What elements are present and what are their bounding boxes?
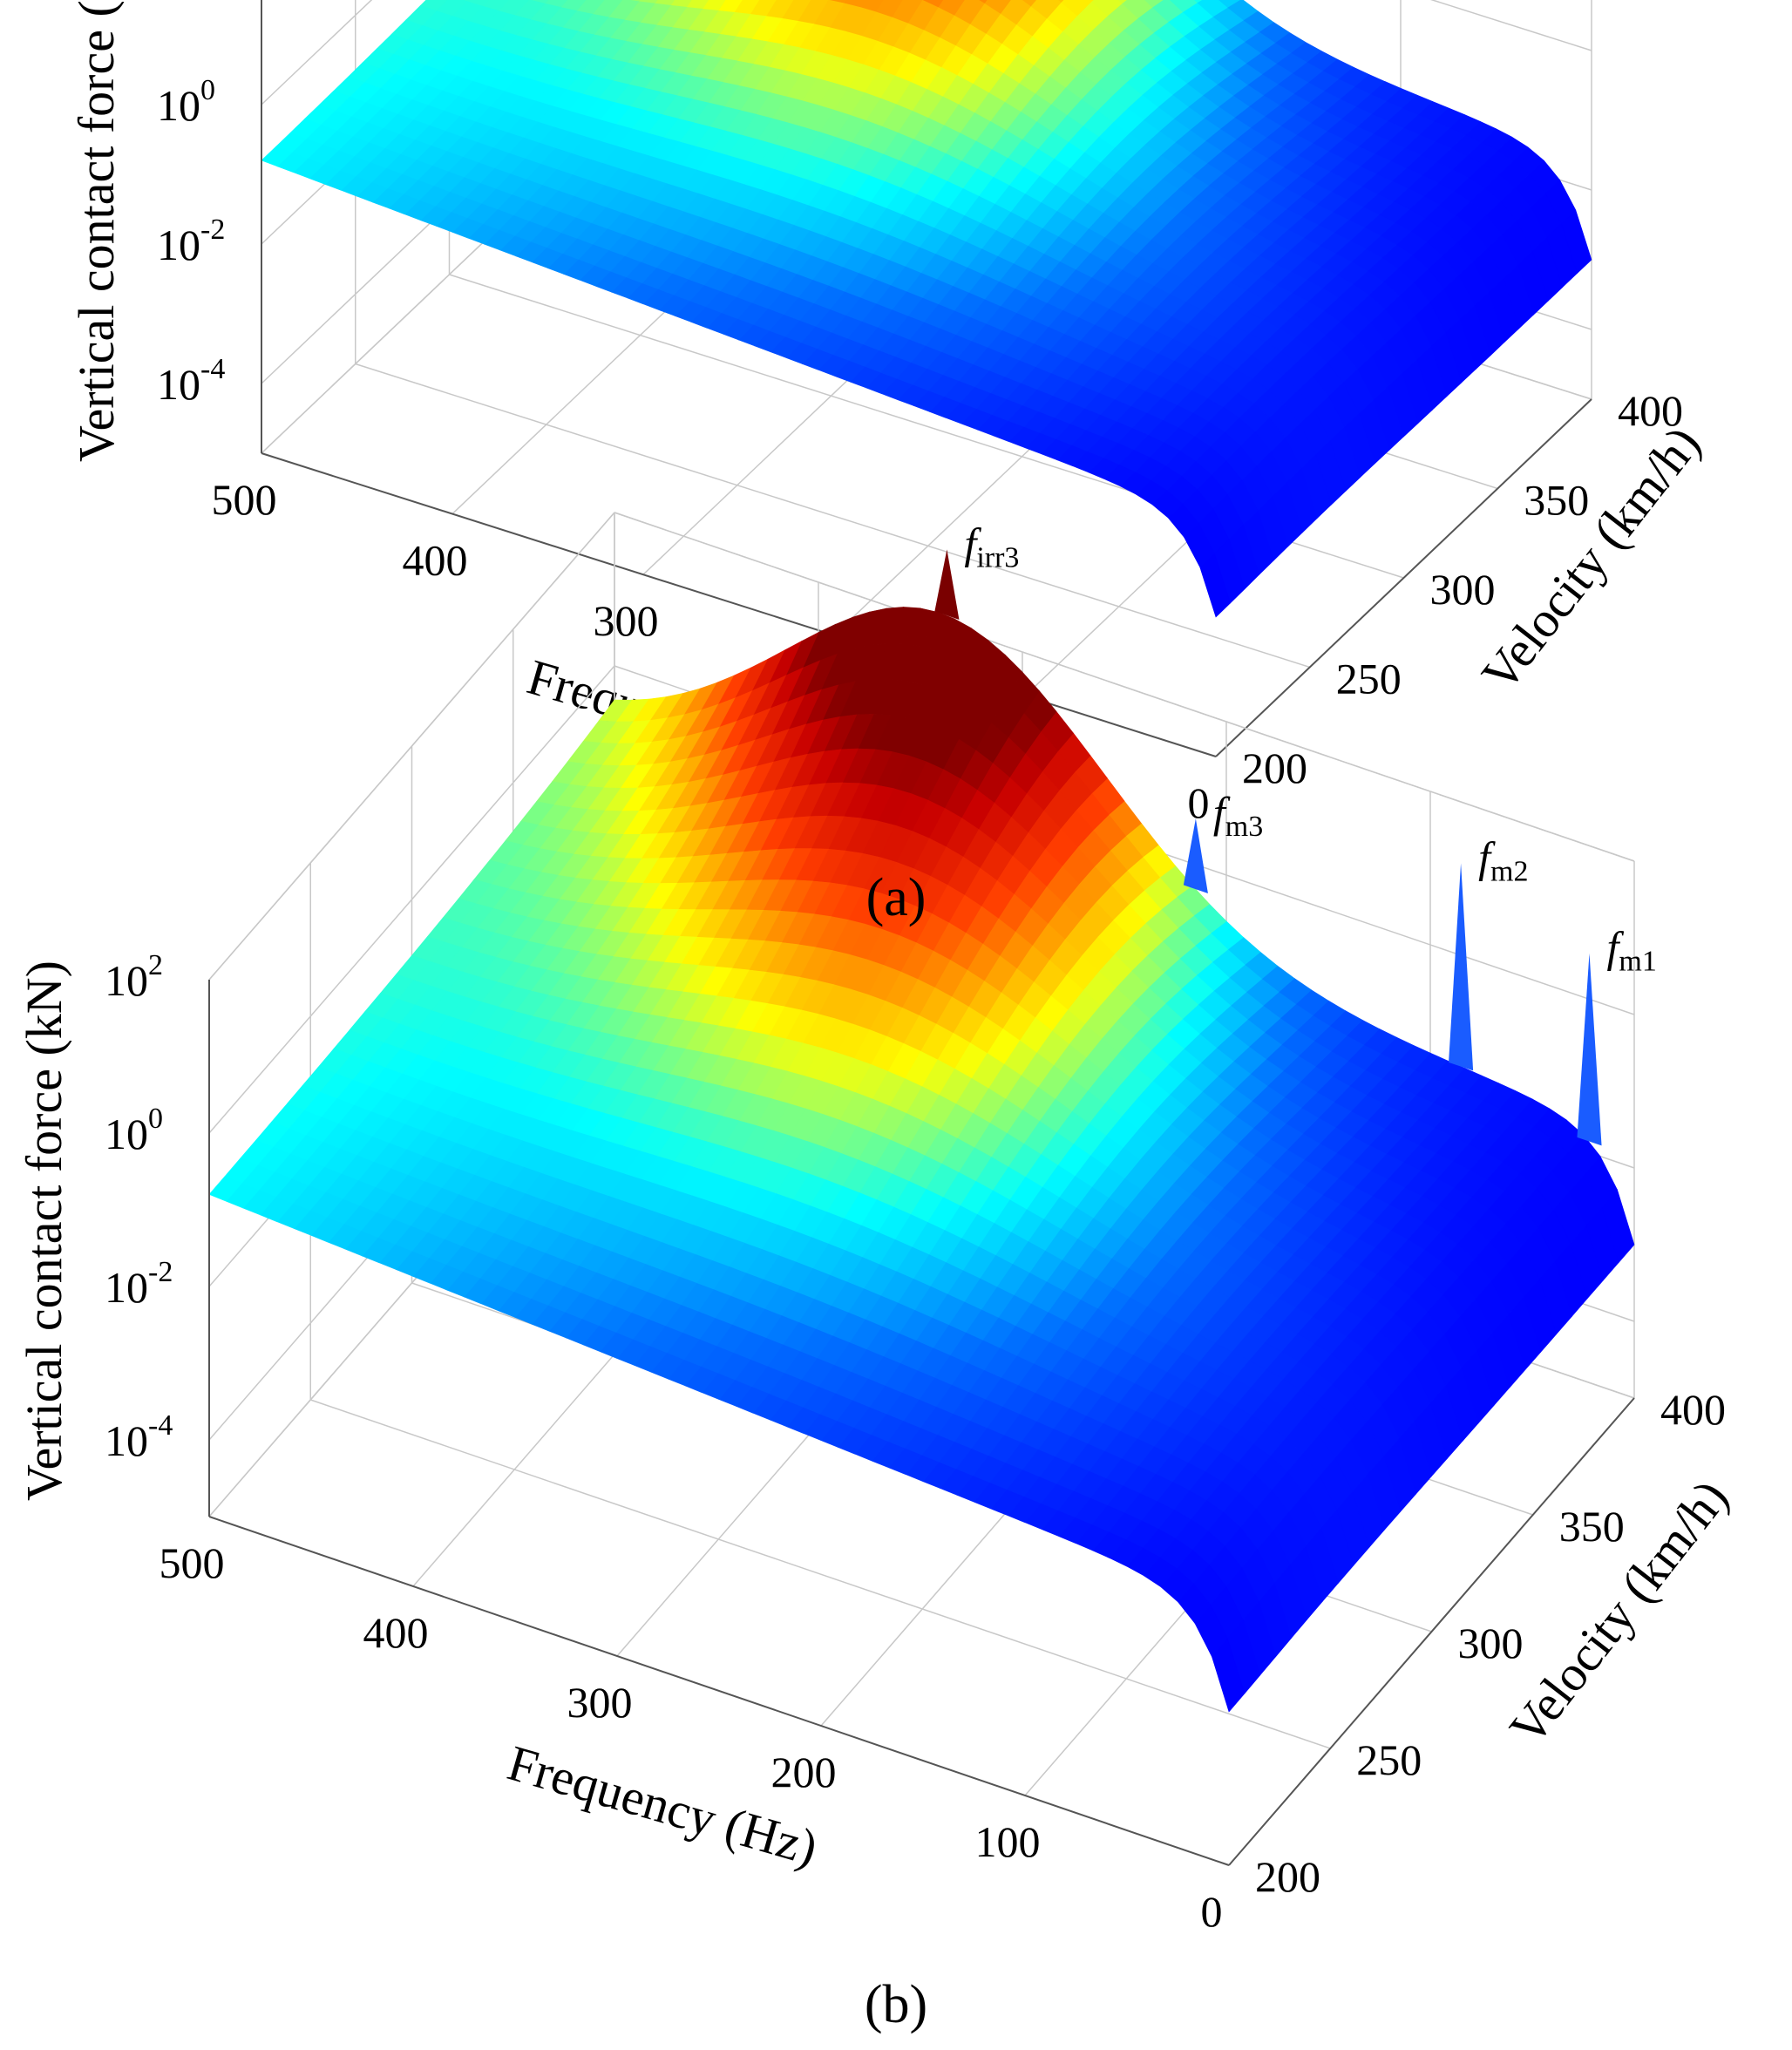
z-axis-label: Vertical contact force (kN): [68, 0, 125, 462]
x-tick-label: 100: [975, 1817, 1041, 1866]
y-tick-label: 200: [1242, 743, 1307, 792]
y-axis-label: Velocity (km/h): [1470, 416, 1711, 702]
z-axis-label: Vertical contact force (kN): [16, 961, 72, 1501]
y-tick-label: 300: [1430, 565, 1496, 614]
annotation-f-irr3: firr3: [964, 519, 1019, 574]
y-tick-label: 400: [1618, 386, 1683, 435]
x-tick-label: 500: [160, 1538, 225, 1587]
panel-b-x-axis: [208, 1516, 1230, 1866]
panel-b-surface-plot: 500 400 300 200 100 0 200 250 300 350 400 102 100 10-…: [16, 512, 1739, 1936]
x-tick-label: 300: [567, 1678, 633, 1727]
panel-a-y-axis: [1215, 398, 1592, 757]
y-tick-label: 300: [1458, 1619, 1524, 1667]
x-tick-label: 400: [363, 1608, 429, 1657]
peak-m2: [1449, 863, 1474, 1071]
z-tick-label: 10-4: [105, 1409, 173, 1465]
annotation-f-m1: fm1: [1607, 923, 1657, 978]
z-tick-label: 100: [105, 1103, 163, 1158]
panel-a-caption: (a): [866, 868, 927, 927]
panel-b-surface: [208, 549, 1635, 1713]
y-tick-label: 250: [1336, 655, 1402, 703]
z-tick-label: 10-2: [157, 214, 225, 269]
x-tick-label: 300: [594, 596, 659, 645]
z-tick-label: 100: [157, 74, 215, 130]
annotation-f-m2: fm2: [1478, 832, 1528, 887]
x-tick-label: 400: [403, 536, 468, 585]
z-tick-label: 102: [105, 949, 163, 1005]
x-tick-label: 500: [212, 475, 277, 524]
y-tick-label: 400: [1660, 1385, 1726, 1434]
y-tick-label: 350: [1559, 1502, 1625, 1551]
z-tick-label: 10-4: [157, 353, 225, 409]
peak-m1: [1577, 953, 1602, 1146]
peak-m3: [1183, 818, 1208, 894]
y-tick-label: 200: [1255, 1852, 1320, 1901]
panel-b-y-axis: [1228, 1397, 1635, 1866]
x-tick-label: 0: [1201, 1887, 1223, 1936]
annotation-f-m3: fm3: [1213, 788, 1263, 843]
panel-a-surface: [261, 0, 1592, 618]
z-tick-label: 10-2: [105, 1256, 173, 1312]
y-tick-label: 350: [1524, 476, 1589, 525]
panel-b-caption: (b): [865, 1975, 927, 2034]
y-tick-label: 250: [1356, 1735, 1422, 1784]
panel-a-x-axis: [261, 452, 1217, 757]
x-tick-label: 0: [1188, 778, 1210, 827]
peak-irr3: [934, 549, 960, 620]
x-tick-label: 200: [771, 1748, 837, 1796]
